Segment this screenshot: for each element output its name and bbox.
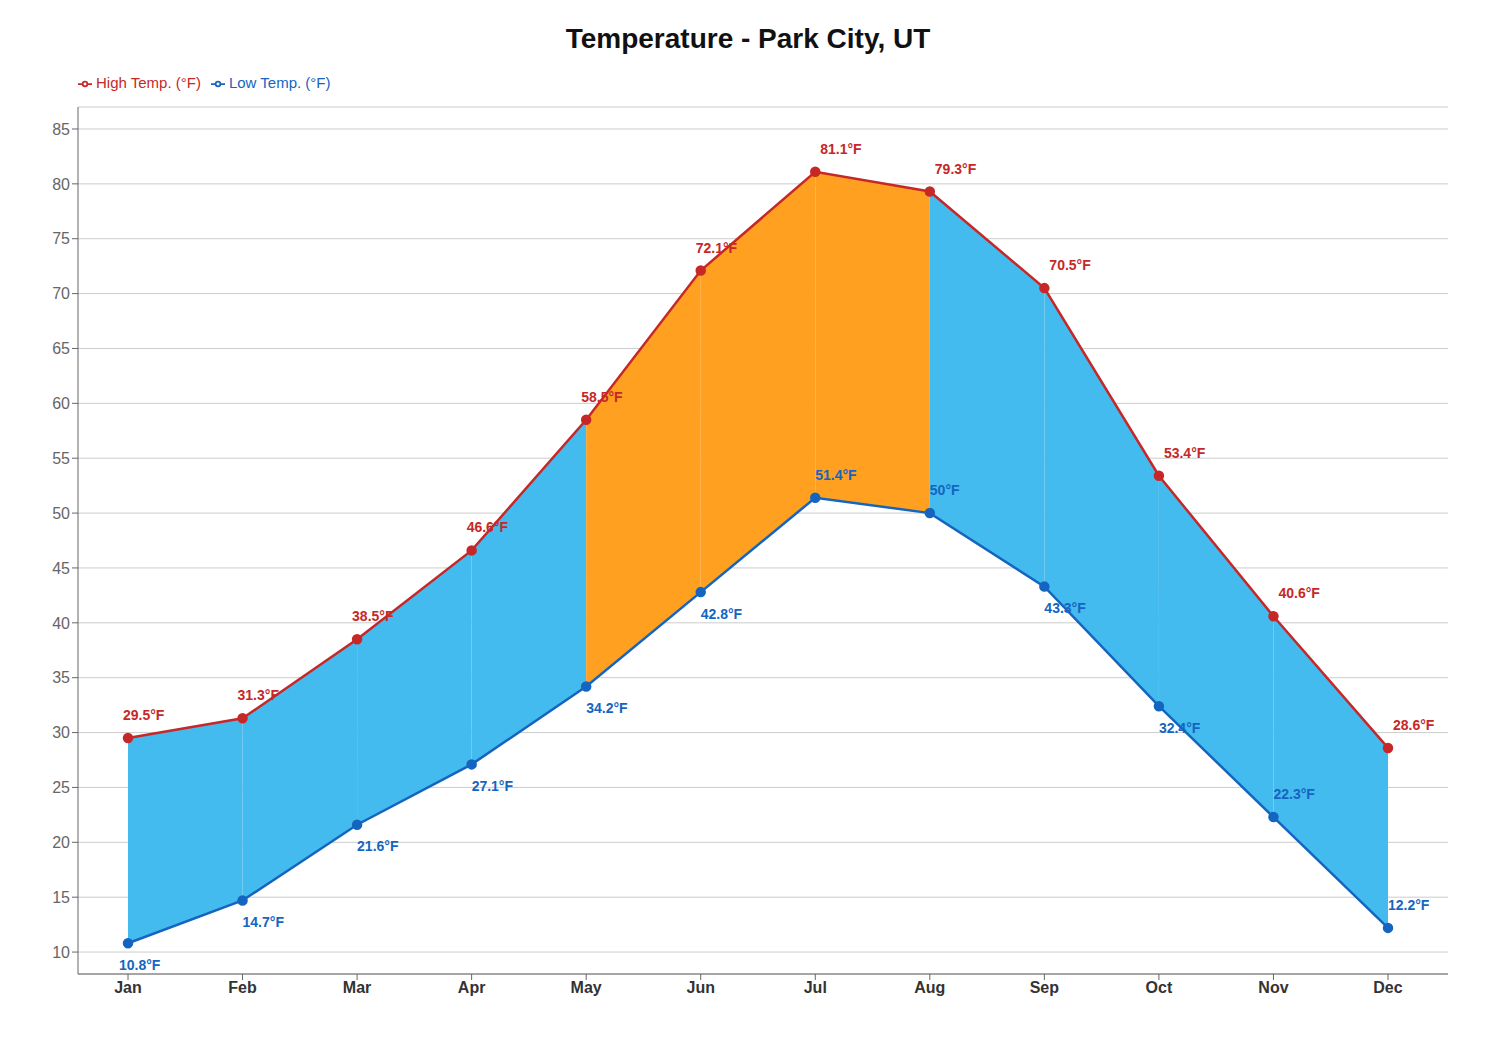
svg-text:50: 50 [52, 505, 70, 522]
svg-text:38.5°F: 38.5°F [352, 608, 394, 624]
svg-text:42.8°F: 42.8°F [701, 606, 743, 622]
html-text:Low Temp. (°F): Low Temp. (°F) [228, 74, 331, 91]
svg-text:22.3°F: 22.3°F [1273, 786, 1315, 802]
svg-text:10: 10 [52, 944, 70, 961]
svg-text:10.8°F: 10.8°F [119, 957, 161, 973]
svg-text:80: 80 [52, 176, 70, 193]
svg-text:Sep: Sep [1030, 979, 1060, 996]
svg-text:40.6°F: 40.6°F [1278, 585, 1320, 601]
svg-text:34.2°F: 34.2°F [586, 700, 628, 716]
svg-text:72.1°F: 72.1°F [696, 240, 738, 256]
svg-text:55: 55 [52, 450, 70, 467]
svg-text:60: 60 [52, 395, 70, 412]
svg-text:Dec: Dec [1373, 979, 1402, 996]
svg-text:27.1°F: 27.1°F [472, 778, 514, 794]
svg-text:12.2°F: 12.2°F [1388, 897, 1430, 913]
svg-text:32.4°F: 32.4°F [1159, 720, 1201, 736]
svg-text:45: 45 [52, 560, 70, 577]
svg-text:40: 40 [52, 615, 70, 632]
svg-text:Feb: Feb [228, 979, 257, 996]
svg-text:Jun: Jun [687, 979, 715, 996]
svg-text:53.4°F: 53.4°F [1164, 445, 1206, 461]
svg-text:51.4°F: 51.4°F [815, 467, 857, 483]
svg-text:May: May [571, 979, 602, 996]
svg-text:31.3°F: 31.3°F [238, 687, 280, 703]
html-text:Temperature - Park City, UT: Temperature - Park City, UT [565, 23, 931, 54]
svg-text:Aug: Aug [914, 979, 945, 996]
svg-text:79.3°F: 79.3°F [935, 161, 977, 177]
svg-text:Oct: Oct [1146, 979, 1173, 996]
svg-text:Mar: Mar [343, 979, 371, 996]
svg-text:81.1°F: 81.1°F [820, 141, 862, 157]
svg-text:58.5°F: 58.5°F [581, 389, 623, 405]
svg-text:70: 70 [52, 285, 70, 302]
svg-text:Nov: Nov [1258, 979, 1288, 996]
svg-text:25: 25 [52, 779, 70, 796]
svg-text:46.6°F: 46.6°F [467, 519, 509, 535]
svg-text:85: 85 [52, 121, 70, 138]
svg-text:30: 30 [52, 724, 70, 741]
svg-text:15: 15 [52, 889, 70, 906]
svg-text:20: 20 [52, 834, 70, 851]
svg-text:65: 65 [52, 340, 70, 357]
html-text:High Temp. (°F): High Temp. (°F) [96, 74, 201, 91]
svg-text:43.3°F: 43.3°F [1044, 600, 1086, 616]
svg-text:14.7°F: 14.7°F [243, 914, 285, 930]
svg-text:21.6°F: 21.6°F [357, 838, 399, 854]
svg-text:28.6°F: 28.6°F [1393, 717, 1435, 733]
svg-text:50°F: 50°F [930, 482, 960, 498]
svg-text:Jul: Jul [804, 979, 827, 996]
svg-text:75: 75 [52, 230, 70, 247]
svg-text:Jan: Jan [114, 979, 142, 996]
svg-text:29.5°F: 29.5°F [123, 707, 165, 723]
svg-text:35: 35 [52, 669, 70, 686]
svg-text:Apr: Apr [458, 979, 486, 996]
svg-text:70.5°F: 70.5°F [1049, 257, 1091, 273]
